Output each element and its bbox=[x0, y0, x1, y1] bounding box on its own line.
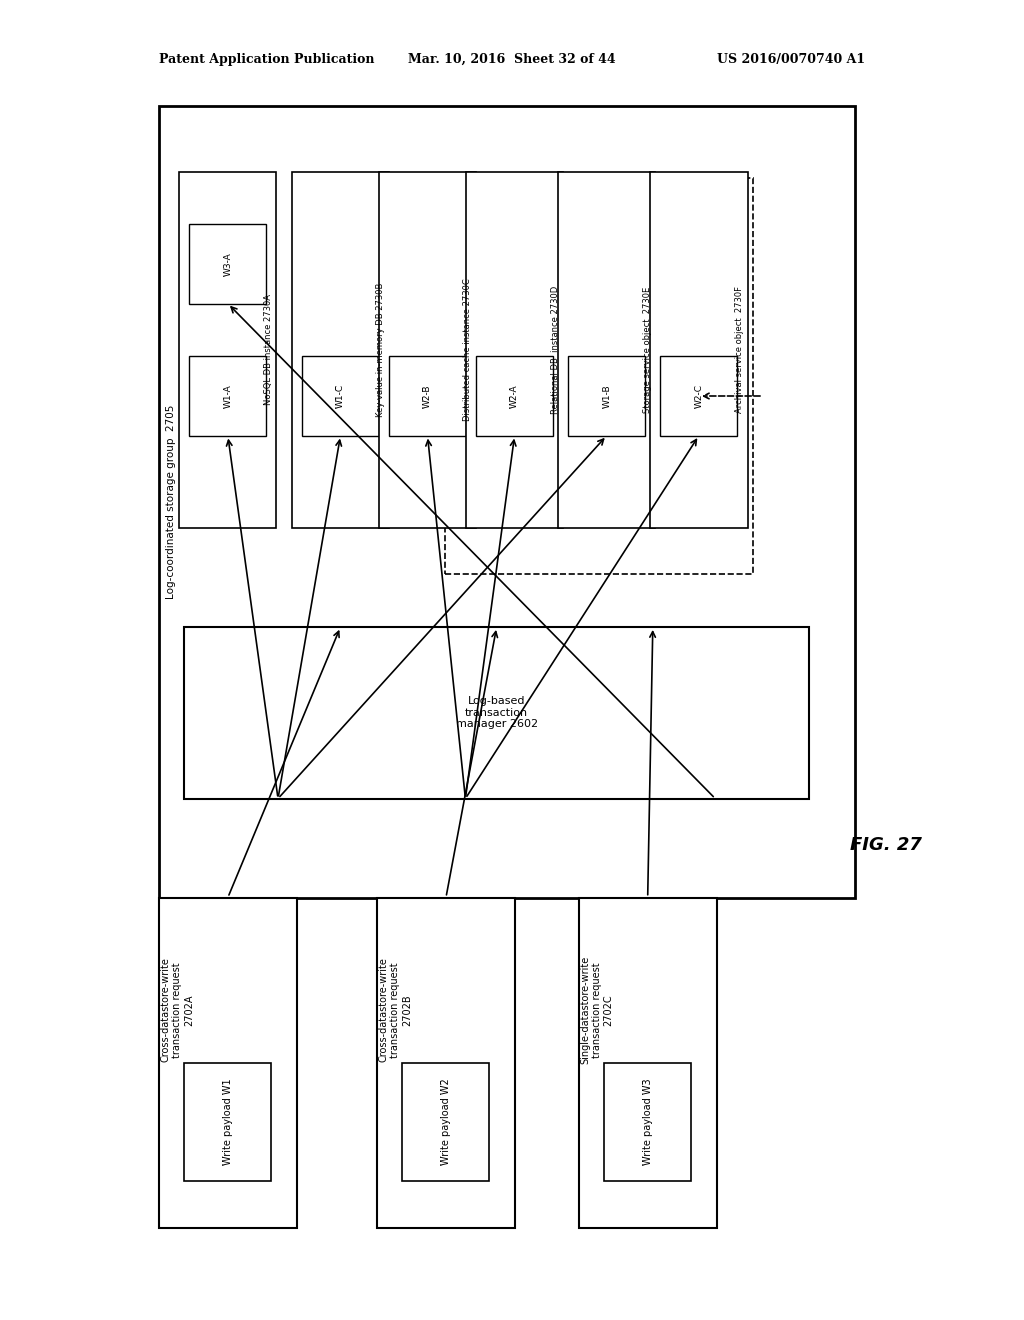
Text: W3-A: W3-A bbox=[223, 252, 232, 276]
FancyBboxPatch shape bbox=[189, 224, 266, 304]
FancyBboxPatch shape bbox=[292, 172, 389, 528]
FancyBboxPatch shape bbox=[604, 1063, 691, 1181]
FancyBboxPatch shape bbox=[179, 172, 276, 528]
Text: W2-C: W2-C bbox=[694, 384, 703, 408]
Text: W2-C: W2-C bbox=[694, 384, 703, 408]
FancyBboxPatch shape bbox=[466, 172, 563, 528]
FancyBboxPatch shape bbox=[445, 178, 753, 574]
FancyBboxPatch shape bbox=[184, 1063, 271, 1181]
Text: Write payload W1: Write payload W1 bbox=[223, 1078, 232, 1166]
FancyBboxPatch shape bbox=[302, 356, 379, 436]
FancyBboxPatch shape bbox=[379, 172, 476, 528]
FancyBboxPatch shape bbox=[184, 627, 809, 799]
Text: Mar. 10, 2016  Sheet 32 of 44: Mar. 10, 2016 Sheet 32 of 44 bbox=[409, 53, 615, 66]
Text: W1-A: W1-A bbox=[223, 384, 232, 408]
Text: NoSQL DB instance 2730A: NoSQL DB instance 2730A bbox=[264, 294, 272, 405]
Text: W1-A: W1-A bbox=[223, 384, 232, 408]
Text: Log-coordinated storage group  2705: Log-coordinated storage group 2705 bbox=[166, 404, 176, 599]
FancyBboxPatch shape bbox=[568, 356, 645, 436]
Text: W2-B: W2-B bbox=[423, 384, 432, 408]
FancyBboxPatch shape bbox=[558, 172, 655, 528]
Text: Relational DB  instance 2730D: Relational DB instance 2730D bbox=[551, 285, 559, 414]
Text: Write payload W2: Write payload W2 bbox=[441, 1078, 451, 1166]
Text: W2-A: W2-A bbox=[510, 384, 519, 408]
Text: Archival service object  2730F: Archival service object 2730F bbox=[735, 286, 743, 413]
FancyBboxPatch shape bbox=[476, 356, 553, 436]
Text: Single-datastore-write
transaction request
2702C: Single-datastore-write transaction reque… bbox=[581, 956, 613, 1064]
FancyBboxPatch shape bbox=[389, 356, 466, 436]
Text: Distributed cache instance 2730C: Distributed cache instance 2730C bbox=[464, 279, 472, 421]
Text: Write payload W3: Write payload W3 bbox=[643, 1078, 652, 1166]
FancyBboxPatch shape bbox=[660, 356, 737, 436]
Text: W1-C: W1-C bbox=[336, 384, 345, 408]
Text: Cross-datastore-write
transaction request
2702A: Cross-datastore-write transaction reques… bbox=[161, 957, 194, 1063]
Text: W2-B: W2-B bbox=[423, 384, 432, 408]
Text: Cross-datastore-write
transaction request
2702B: Cross-datastore-write transaction reques… bbox=[379, 957, 412, 1063]
Text: Storage service object  2730E: Storage service object 2730E bbox=[643, 286, 651, 413]
Text: W1-B: W1-B bbox=[602, 384, 611, 408]
Text: Patent Application Publication: Patent Application Publication bbox=[159, 53, 374, 66]
Text: W3-A: W3-A bbox=[223, 252, 232, 276]
Text: Write payload W2: Write payload W2 bbox=[441, 1078, 451, 1166]
FancyBboxPatch shape bbox=[650, 172, 748, 528]
FancyBboxPatch shape bbox=[402, 1063, 489, 1181]
Text: FIG. 27: FIG. 27 bbox=[850, 836, 922, 854]
Text: US 2016/0070740 A1: US 2016/0070740 A1 bbox=[717, 53, 865, 66]
Text: W1-B: W1-B bbox=[602, 384, 611, 408]
FancyBboxPatch shape bbox=[189, 356, 266, 436]
Text: W1-C: W1-C bbox=[336, 384, 345, 408]
Text: Write payload W1: Write payload W1 bbox=[223, 1078, 232, 1166]
FancyBboxPatch shape bbox=[579, 898, 717, 1228]
Text: Write payload W3: Write payload W3 bbox=[643, 1078, 652, 1166]
FancyBboxPatch shape bbox=[377, 898, 515, 1228]
Text: W2-A: W2-A bbox=[510, 384, 519, 408]
Text: Log-based
transaction
manager 2602: Log-based transaction manager 2602 bbox=[456, 696, 538, 730]
FancyBboxPatch shape bbox=[159, 106, 855, 898]
FancyBboxPatch shape bbox=[159, 898, 297, 1228]
Text: Key-value in-memory DB 2730B: Key-value in-memory DB 2730B bbox=[377, 282, 385, 417]
